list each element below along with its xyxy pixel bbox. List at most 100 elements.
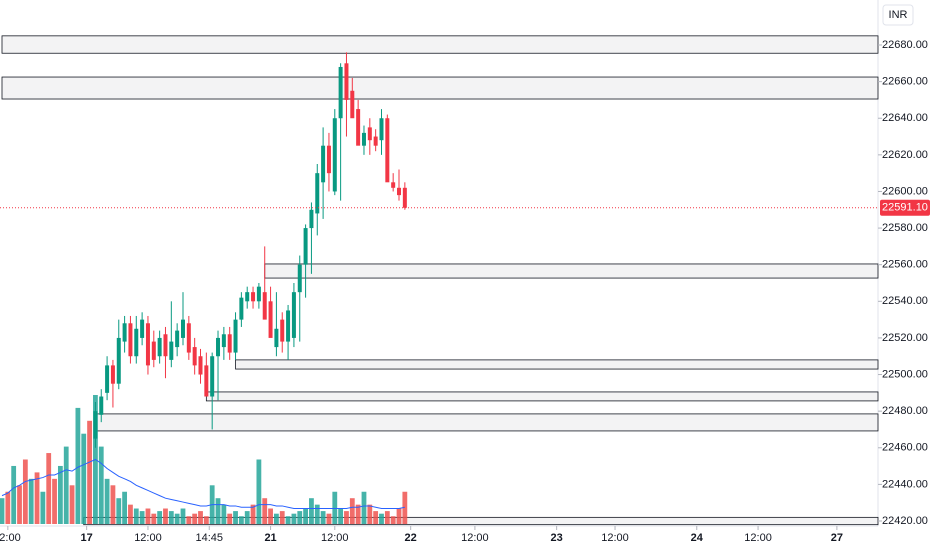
zone <box>1 76 879 100</box>
volume-bar <box>104 478 110 524</box>
volume-bar <box>344 511 349 524</box>
candle-body <box>350 90 355 119</box>
candle-body <box>227 334 232 353</box>
volume-bar <box>133 508 139 524</box>
candle-body <box>169 341 174 360</box>
candle-body <box>192 347 197 366</box>
volume-bar <box>168 511 174 524</box>
x-tick-label: 12:00 <box>744 532 772 544</box>
candle-body <box>99 396 104 415</box>
volume-bar <box>314 504 320 524</box>
volume-bar <box>139 511 145 524</box>
y-tick-label: 22420.00 <box>882 515 928 527</box>
candle-body <box>385 118 390 183</box>
candle-body <box>245 292 250 302</box>
plot <box>0 35 879 526</box>
candle-body <box>262 292 267 320</box>
volume-ma <box>1 458 405 510</box>
volume-bar <box>28 478 34 524</box>
x-tick-label: 22 <box>405 532 417 544</box>
candle-body <box>315 173 320 214</box>
x-tick-label: 2:00 <box>0 532 21 544</box>
volume-bar <box>52 478 57 524</box>
volume-bar <box>186 516 192 524</box>
x-tick-label: 12:00 <box>134 532 162 544</box>
volume-bar <box>349 498 355 524</box>
zone <box>205 391 879 402</box>
x-tick-label: 14:45 <box>195 532 223 544</box>
volume-bar <box>57 465 63 524</box>
candle-body <box>239 297 244 320</box>
currency: INR <box>889 9 908 21</box>
candle-body <box>151 341 156 360</box>
volume-bar <box>297 511 303 524</box>
volume-bar <box>250 504 256 524</box>
volume-bar <box>279 511 285 524</box>
volume-bar <box>98 446 104 524</box>
volume-bar <box>63 446 69 524</box>
volume-bar <box>390 516 396 524</box>
volume-bar <box>192 513 198 524</box>
candle-body <box>122 323 127 342</box>
volume-bar <box>69 485 75 524</box>
volume-bar <box>303 508 308 524</box>
candle-body <box>338 66 343 119</box>
y-tick-label: 22500.00 <box>882 368 928 380</box>
candle-body <box>221 334 226 348</box>
volume-bar <box>373 511 379 524</box>
volume-bar <box>116 498 122 524</box>
x-tick-label: 12:00 <box>461 532 489 544</box>
candle-body <box>163 334 168 357</box>
y-tick-label: 22460.00 <box>882 442 928 454</box>
volume-bar <box>198 511 203 524</box>
volume-bar <box>81 433 87 524</box>
y-tick-label: 22480.00 <box>882 405 928 417</box>
volume-bar <box>355 504 361 524</box>
volume-bar <box>110 485 116 524</box>
candle-body <box>402 187 407 208</box>
candle-body <box>286 310 291 342</box>
candle-body <box>216 337 221 357</box>
volume-bar <box>244 511 250 524</box>
volume-bar <box>163 508 168 524</box>
zone <box>235 359 879 370</box>
y-tick-label: 22640.00 <box>882 112 928 124</box>
x-tick-label: 21 <box>264 532 276 544</box>
candle-body <box>332 118 337 192</box>
x-tick-label: 23 <box>551 532 563 544</box>
currency-badge[interactable] <box>882 4 914 26</box>
x-tick-label: 24 <box>691 532 704 544</box>
candle-body <box>344 63 349 100</box>
candle-body <box>280 319 285 342</box>
y-tick-label: 22660.00 <box>882 76 928 88</box>
candle-body <box>397 187 402 196</box>
volume-bar <box>256 459 262 524</box>
candle-body <box>326 145 331 174</box>
candle-body <box>180 319 185 338</box>
volume-bar <box>174 513 180 524</box>
price-axis <box>878 0 932 550</box>
candle-body <box>391 182 396 188</box>
y-tick-label: 22620.00 <box>882 149 928 161</box>
candle-body <box>210 356 215 397</box>
candle-body <box>309 209 314 229</box>
volume-bar <box>87 420 92 524</box>
volume-bar <box>122 491 128 524</box>
candle-body <box>175 330 180 348</box>
zone <box>95 413 879 432</box>
x-tick-label: 17 <box>81 532 93 544</box>
candle-body <box>198 356 203 375</box>
volume-bar <box>145 508 151 524</box>
candle-body <box>110 365 115 384</box>
y-tick-label: 22680.00 <box>882 39 928 51</box>
volume-bar <box>157 511 163 524</box>
candle-body <box>356 109 361 146</box>
volume-bar <box>11 465 17 524</box>
candle-body <box>297 264 302 293</box>
candle-body <box>186 323 191 353</box>
y-tick-label: 22440.00 <box>882 478 928 490</box>
volume-bar <box>22 459 28 524</box>
candle-body <box>256 286 261 302</box>
candle-body <box>116 337 121 384</box>
